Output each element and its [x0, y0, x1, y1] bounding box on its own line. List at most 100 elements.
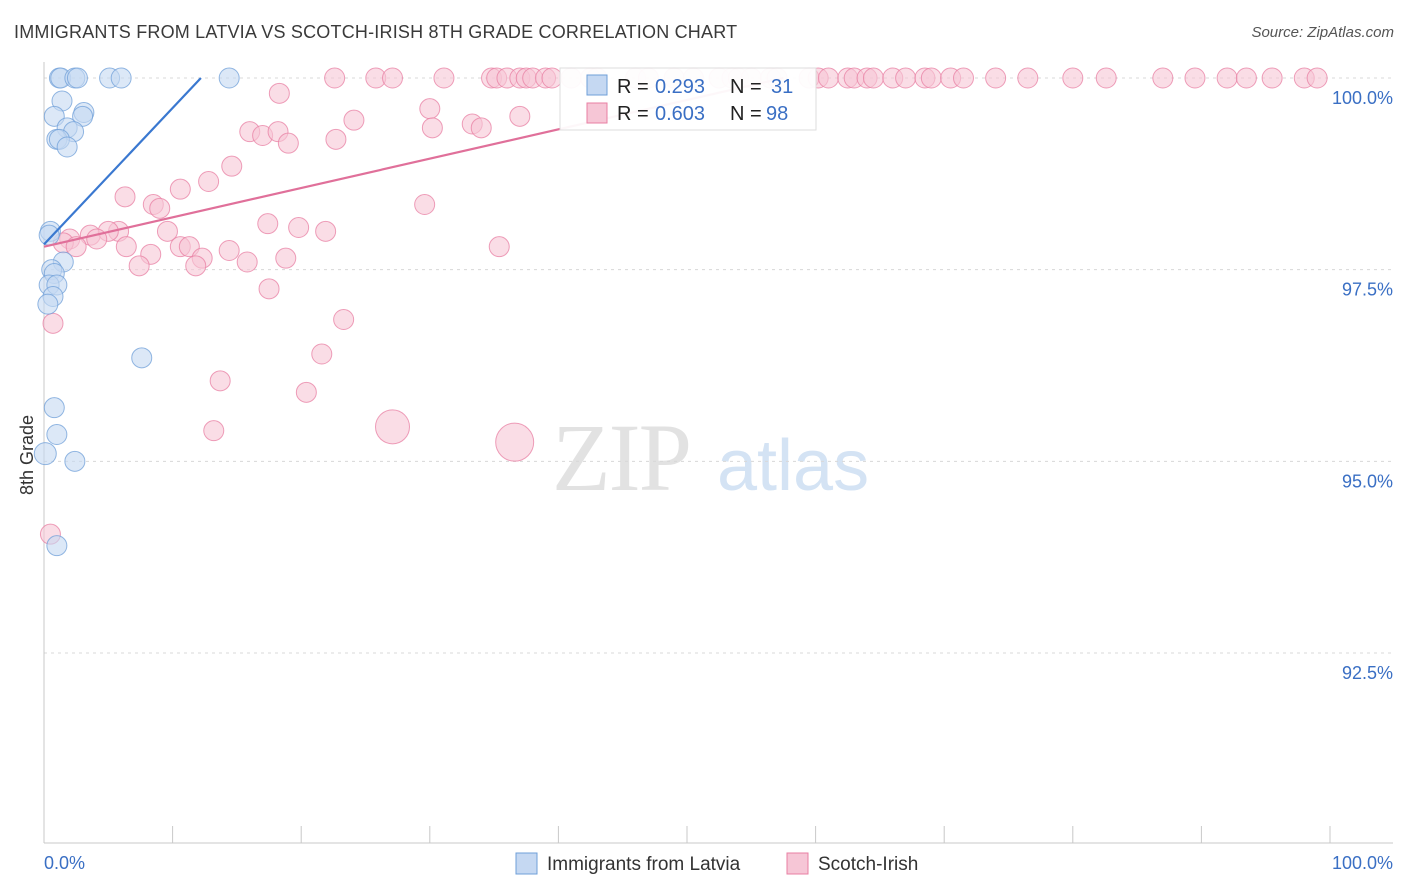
scotch-irish-point-0	[324, 67, 346, 89]
scotch-irish-point-58	[325, 128, 347, 150]
stats-legend: R = 0.293 N = 31 R = 0.603 N = 98	[559, 67, 817, 131]
scotch-irish-point-89	[488, 236, 510, 258]
scotch-irish-point-35	[920, 67, 942, 89]
series-legend-swatch-scotch-irish	[786, 852, 809, 875]
y-tick-labels: 100.0% 97.5% 95.0% 92.5%	[1332, 88, 1393, 683]
scotch-irish-point-62	[169, 178, 191, 200]
grid-lines	[44, 77, 1393, 654]
scotch-irish-point-80	[115, 236, 137, 258]
scotch-irish-point-90	[258, 278, 280, 300]
scotch-irish-point-33	[895, 67, 917, 89]
latvia-point-17	[38, 224, 60, 246]
chart-title: IMMIGRANTS FROM LATVIA VS SCOTCH-IRISH 8…	[14, 22, 738, 42]
scotch-irish-point-91	[333, 309, 355, 330]
latvia-point-28	[64, 450, 86, 472]
scotch-irish-point-42	[1152, 67, 1174, 89]
scotch-irish-point-52	[421, 117, 443, 139]
legend-r-label-2: R =	[617, 103, 649, 125]
latvia-point-5	[110, 67, 132, 89]
scotch-irish-points	[39, 67, 1328, 545]
scotch-irish-point-94	[295, 381, 317, 403]
y-tick-label-0: 100.0%	[1332, 88, 1393, 108]
legend-r-value-2: 0.603	[655, 103, 705, 125]
scotch-irish-point-85	[236, 251, 258, 273]
scotch-irish-point-98	[42, 312, 64, 334]
scotch-irish-point-59	[470, 117, 492, 139]
watermark-zip: ZIP	[552, 404, 690, 511]
scotch-irish-point-51	[343, 109, 365, 131]
scotch-irish-point-60	[509, 105, 531, 127]
latvia-point-30	[46, 535, 68, 557]
scotch-irish-point-49	[268, 82, 290, 104]
scotch-irish-point-41	[1095, 67, 1117, 89]
scotch-irish-point-44	[1216, 67, 1238, 89]
scotch-irish-point-50	[419, 98, 441, 120]
scotch-irish-point-70	[315, 220, 337, 242]
scotch-irish-point-67	[414, 194, 436, 215]
latvia-points	[33, 67, 240, 557]
latvia-point-3	[66, 67, 88, 89]
latvia-trend-line	[43, 77, 202, 246]
scotch-irish-point-86	[128, 255, 150, 277]
scotch-irish-point-3	[433, 67, 455, 89]
scotch-irish-point-95	[203, 420, 225, 442]
scotch-irish-point-82	[218, 240, 240, 261]
scotch-irish-point-2	[382, 67, 404, 89]
scotch-irish-point-40	[1062, 67, 1084, 89]
series-legend-label-latvia: Immigrants from Latvia	[547, 854, 741, 875]
latvia-point-6	[218, 67, 240, 89]
watermark-atlas: atlas	[717, 426, 869, 506]
legend-n-label-1: N =	[730, 76, 762, 98]
y-tick-label-3: 92.5%	[1342, 663, 1393, 683]
scotch-irish-point-57	[277, 132, 299, 154]
latvia-point-24	[37, 293, 59, 315]
x-tick-label-max: 100.0%	[1332, 853, 1393, 873]
scotch-irish-point-46	[1261, 67, 1283, 89]
scotch-irish-point-96	[375, 409, 411, 445]
scotch-irish-point-39	[1017, 67, 1039, 89]
scotch-irish-point-66	[149, 197, 171, 219]
scotch-irish-point-11	[541, 67, 563, 89]
latvia-point-15	[56, 136, 78, 158]
series-legend-swatch-latvia	[515, 852, 538, 875]
scotch-irish-point-64	[114, 186, 136, 208]
scotch-irish-point-97	[495, 422, 535, 462]
stats-legend-swatch-latvia	[586, 74, 608, 96]
x-tick-label-min: 0.0%	[44, 853, 85, 873]
scotch-irish-point-48	[1306, 67, 1328, 89]
scotch-irish-point-43	[1184, 67, 1206, 89]
scotch-irish-point-38	[985, 67, 1007, 89]
scotch-irish-point-63	[198, 171, 220, 192]
scotch-irish-point-87	[185, 255, 207, 277]
series-legend-label-scotch-irish: Scotch-Irish	[818, 854, 918, 875]
latvia-point-27	[46, 424, 68, 445]
scotch-irish-point-88	[275, 247, 297, 269]
y-tick-label-1: 97.5%	[1342, 280, 1393, 300]
series-legend: Immigrants from Latvia Scotch-Irish	[515, 852, 918, 875]
stats-legend-swatch-scotch-irish	[586, 102, 608, 124]
scotch-irish-point-92	[311, 343, 333, 365]
legend-n-value-2: 98	[766, 103, 788, 125]
legend-r-value-1: 0.293	[655, 76, 705, 98]
y-axis-title: 8th Grade	[17, 415, 37, 495]
legend-n-value-1: 31	[771, 76, 793, 98]
chart-source: Source: ZipAtlas.com	[1251, 24, 1394, 41]
scotch-irish-point-72	[156, 220, 178, 242]
axis-ticks	[172, 826, 1331, 843]
legend-r-label-1: R =	[617, 76, 649, 98]
latvia-point-29	[33, 442, 57, 466]
scotch-irish-point-79	[65, 236, 87, 258]
scotch-irish-point-37	[952, 67, 974, 89]
y-tick-label-2: 95.0%	[1342, 471, 1393, 491]
scotch-irish-point-69	[288, 217, 310, 238]
scotch-irish-point-93	[209, 370, 231, 392]
scotch-irish-point-31	[862, 67, 884, 89]
latvia-point-25	[131, 347, 153, 369]
legend-n-label-2: N =	[730, 103, 762, 125]
latvia-point-26	[43, 397, 65, 419]
scotch-irish-point-27	[817, 67, 839, 89]
scotch-irish-point-68	[257, 213, 279, 235]
scotch-irish-point-61	[221, 155, 243, 177]
scotch-irish-point-45	[1235, 67, 1257, 89]
